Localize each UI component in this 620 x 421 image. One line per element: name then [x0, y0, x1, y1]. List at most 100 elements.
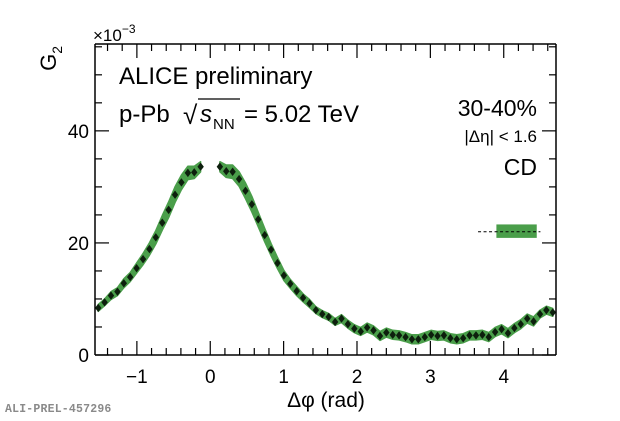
data-point: [171, 190, 179, 199]
data-point: [133, 263, 140, 273]
data-point: [152, 233, 160, 242]
data-point: [261, 230, 268, 240]
data-point: [280, 271, 288, 280]
y-tick-label: 20: [68, 234, 89, 255]
data-point: [242, 186, 249, 196]
data-point: [453, 335, 460, 344]
preliminary-id-label: ALI-PREL-457296: [5, 403, 112, 416]
data-point: [498, 325, 505, 334]
data-point: [363, 323, 371, 332]
y-axis-multiplier-exponent: −3: [122, 22, 136, 36]
data-point: [223, 167, 230, 176]
data-point: [306, 299, 313, 308]
data-point: [101, 298, 108, 307]
data-point: [159, 218, 166, 227]
data-point: [536, 309, 544, 319]
data-point: [421, 332, 428, 342]
data-point: [229, 167, 236, 176]
data-point: [370, 326, 377, 335]
data-point: [408, 335, 416, 344]
data-point: [197, 162, 204, 171]
data-point: [114, 287, 121, 296]
data-point: [466, 331, 473, 340]
y-axis-multiplier: ×10−3: [93, 22, 136, 45]
sqrt-symbol: √: [183, 100, 198, 130]
data-point: [178, 178, 185, 187]
data-point: [235, 174, 243, 184]
data-point: [376, 331, 384, 341]
data-point: [255, 215, 262, 224]
data-point: [434, 331, 441, 341]
uncertainty-band-segment: [219, 160, 554, 345]
data-point: [485, 332, 492, 342]
data-point: [344, 319, 352, 329]
x-axis-title: Δφ (rad): [287, 389, 365, 412]
data-point: [395, 331, 403, 340]
legend-box-layer: [478, 224, 541, 238]
data-point: [184, 168, 192, 178]
s-subscript: NN: [213, 116, 235, 133]
data-point: [389, 330, 396, 340]
y-axis-title: G2: [36, 46, 65, 71]
x-tick-label: 4: [498, 367, 509, 388]
data-point: [447, 333, 454, 343]
eta-cut-label: |Δη| < 1.6: [464, 127, 537, 146]
y-tick-label: 0: [78, 346, 89, 367]
data-point: [287, 279, 294, 289]
data-point: [299, 293, 307, 303]
x-tick-label: 2: [352, 367, 363, 388]
data-point: [524, 314, 531, 323]
x-tick-label: 0: [205, 367, 216, 388]
energy-label: = 5.02 TeV: [244, 101, 359, 128]
uncertainty-band-segment: [97, 160, 202, 313]
data-point: [517, 319, 524, 329]
data-point: [325, 312, 332, 322]
centrality-label: 30-40%: [458, 95, 537, 121]
data-point: [165, 205, 172, 215]
data-point: [402, 332, 409, 342]
y-axis-title-subscript: 2: [49, 46, 65, 54]
data-point: [479, 330, 486, 340]
axis-ticks: [95, 44, 556, 356]
data-point: [383, 328, 390, 337]
systematic-uncertainty-box: [496, 224, 537, 238]
data-point: [191, 168, 198, 177]
data-point: [549, 308, 557, 317]
data-point: [351, 324, 358, 333]
data-point: [357, 327, 364, 336]
data-point: [427, 330, 435, 340]
data-point: [146, 244, 153, 254]
data-point: [543, 305, 550, 315]
data-point: [248, 200, 256, 209]
x-tick-label: 3: [425, 367, 436, 388]
axes-frame: [94, 43, 557, 356]
data-point: [530, 317, 537, 326]
data-point: [338, 314, 345, 323]
y-tick-label: 40: [68, 122, 89, 143]
data-point: [274, 258, 281, 268]
x-tick-label: 1: [278, 367, 289, 388]
data-point: [293, 286, 300, 296]
component-label: CD: [504, 154, 537, 180]
data-point: [491, 327, 499, 337]
data-marker-layer: [95, 162, 557, 344]
y-axis-multiplier-base: ×10: [93, 26, 122, 45]
data-point: [472, 331, 480, 340]
data-point: [267, 245, 275, 254]
data-point: [139, 254, 147, 264]
x-tick-label: −1: [126, 367, 148, 388]
s-symbol: s: [200, 101, 212, 128]
data-point: [95, 303, 102, 313]
data-point: [511, 323, 518, 333]
data-point: [415, 335, 422, 344]
data-point: [120, 279, 128, 288]
data-point: [127, 272, 134, 282]
system-label: p-Pb: [119, 101, 170, 128]
data-point: [312, 305, 320, 315]
experiment-label: ALICE preliminary: [119, 63, 312, 90]
uncertainty-band-layer: [97, 160, 554, 345]
y-axis-title-main: G: [36, 54, 61, 71]
data-point: [440, 331, 448, 340]
